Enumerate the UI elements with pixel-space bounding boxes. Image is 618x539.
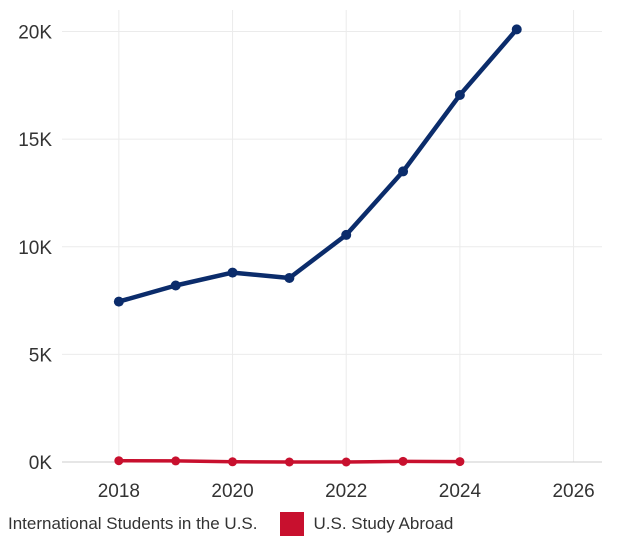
legend-item-us-study-abroad[interactable]: U.S. Study Abroad <box>279 512 454 536</box>
data-point-0[interactable] <box>284 272 295 283</box>
x-tick-label: 2022 <box>325 481 367 502</box>
data-point-0[interactable] <box>113 296 124 307</box>
line-chart: 0K 5K 10K 15K 20K 2018 2020 2022 2024 2026 <box>18 10 602 502</box>
data-point-1[interactable] <box>114 456 124 466</box>
grid-lines <box>62 10 602 462</box>
data-point-0[interactable] <box>511 24 522 35</box>
y-axis-ticks: 0K 5K 10K 15K 20K <box>18 23 52 474</box>
x-tick-label: 2018 <box>98 481 140 502</box>
data-point-0[interactable] <box>170 280 181 291</box>
series-group <box>113 24 522 467</box>
data-point-1[interactable] <box>284 457 294 467</box>
y-tick-label: 0K <box>29 453 53 474</box>
data-point-0[interactable] <box>454 90 465 101</box>
data-point-1[interactable] <box>171 456 181 466</box>
y-tick-label: 5K <box>29 345 53 366</box>
y-tick-label: 15K <box>18 130 52 151</box>
data-point-1[interactable] <box>228 457 238 467</box>
legend-swatch-us-study-abroad <box>279 512 304 536</box>
legend-label-international-students: International Students in the U.S. <box>8 514 258 533</box>
data-point-1[interactable] <box>341 457 351 467</box>
series-line-0 <box>116 27 519 304</box>
y-tick-label: 20K <box>18 23 52 44</box>
data-point-0[interactable] <box>398 166 409 177</box>
x-tick-label: 2026 <box>552 481 594 502</box>
data-point-1[interactable] <box>455 457 465 467</box>
data-point-0[interactable] <box>227 267 238 278</box>
data-point-0[interactable] <box>341 229 352 240</box>
legend-item-international-students[interactable]: International Students in the U.S. <box>8 514 258 534</box>
legend: International Students in the U.S. U.S. … <box>8 512 475 536</box>
x-tick-label: 2024 <box>439 481 482 502</box>
data-point-1[interactable] <box>398 456 408 466</box>
x-axis-ticks: 2018 2020 2022 2024 2026 <box>98 481 595 502</box>
y-tick-label: 10K <box>18 238 52 259</box>
x-tick-label: 2020 <box>211 481 253 502</box>
legend-label-us-study-abroad: U.S. Study Abroad <box>313 514 454 533</box>
